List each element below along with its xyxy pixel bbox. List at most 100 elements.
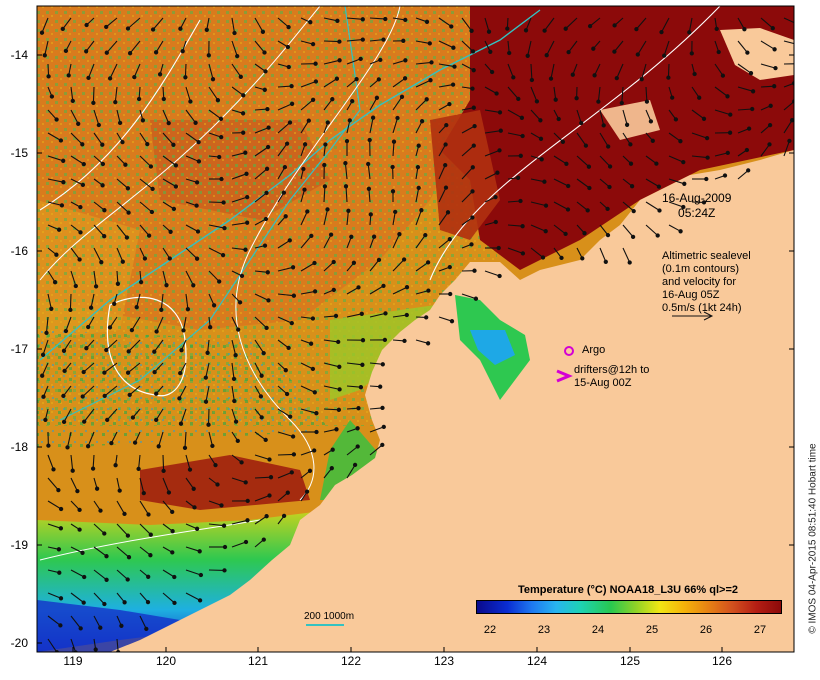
velocity-vector-head [265,144,271,150]
velocity-vector-head [705,155,710,160]
velocity-vector [231,362,235,379]
velocity-vector-head [534,99,540,104]
velocity-vector [346,464,356,479]
velocity-vector [622,201,635,212]
velocity-vector-head [259,373,264,378]
velocity-vector-head [61,348,67,353]
velocity-vector [369,97,378,111]
velocity-vector-head [54,117,59,122]
velocity-vector [152,17,164,30]
velocity-vector [645,86,648,102]
velocity-vector-head [722,173,728,178]
velocity-vector [392,77,406,88]
velocity-vector-head [288,414,293,419]
velocity-vector [116,500,125,515]
velocity-vector [116,247,124,262]
velocity-vector-head [750,89,756,94]
velocity-vector [87,63,95,79]
velocity-vector-head [102,234,107,239]
velocity-vector-head [283,368,288,373]
velocity-vector-head [612,49,617,54]
velocity-vector-head [86,75,91,81]
velocity-vector-head [142,256,148,261]
velocity-vector-head [383,311,388,316]
velocity-vector-head [80,142,85,147]
velocity-vector-head [601,123,606,128]
velocity-vector [254,17,264,33]
velocity-vector-head [84,22,89,28]
velocity-vector [231,385,235,402]
velocity-vector-head [63,48,69,54]
velocity-vector [645,224,659,236]
velocity-vector-head [156,444,161,449]
velocity-vector [300,290,316,295]
velocity-vector-head [281,190,287,195]
velocity-vector-head [746,126,752,131]
velocity-vector-head [516,96,521,102]
lat-label: -15 [10,146,28,160]
velocity-vector-head [129,327,135,333]
velocity-vector-head [159,307,164,312]
velocity-vector-head [70,98,75,104]
lon-label: 122 [340,654,362,668]
velocity-vector [231,222,248,226]
colorbar-tick: 26 [699,624,713,636]
velocity-vector-head [78,626,83,631]
velocity-vector [129,385,141,396]
velocity-vector-head [93,284,99,289]
velocity-vector-head [123,162,128,167]
velocity-vector [254,127,269,134]
velocity-vector-head [239,273,245,279]
velocity-vector-head [286,64,291,70]
velocity-vector-head [548,76,554,81]
velocity-vector [461,40,474,52]
velocity-vector [128,339,141,352]
velocity-vector-head [768,103,773,108]
velocity-vector-head [585,208,590,213]
velocity-vector-head [58,623,63,628]
velocity-vector-head [104,577,109,582]
velocity-vector [438,238,451,249]
velocity-vector [622,224,634,238]
velocity-vector-head [692,71,697,77]
velocity-vector [714,63,724,76]
velocity-vector-head [170,509,175,515]
velocity-vector-head [333,313,339,319]
velocity-vector [438,144,447,157]
velocity-vector-head [258,394,264,399]
velocity-vector-head [678,229,683,234]
image-date-label: 16-Aug-2009 05:24Z [662,191,731,221]
velocity-vector [346,385,361,388]
velocity-vector-head [262,50,267,55]
velocity-vector [136,293,141,308]
velocity-vector [576,178,590,189]
velocity-vector [344,163,348,180]
lon-label: 119 [63,654,83,668]
colorbar-tick: 23 [537,624,551,636]
velocity-vector [231,17,236,34]
velocity-vector-head [205,350,210,355]
velocity-vector-head [511,75,516,80]
velocity-vector [162,477,170,493]
velocity-vector-head [81,600,86,605]
velocity-vector [160,293,164,310]
velocity-vector-head [285,490,290,495]
velocity-vector [155,40,164,53]
velocity-vector-head [416,143,421,148]
velocity-vector [323,78,338,88]
velocity-vector [277,339,289,349]
velocity-vector-head [263,69,268,74]
velocity-vector-head [178,26,183,31]
velocity-vector-head [166,490,172,495]
velocity-vector [369,259,380,272]
velocity-vector-head [772,47,777,52]
velocity-vector [783,140,790,157]
velocity-vector [415,261,429,272]
velocity-vector-head [122,511,127,517]
velocity-vector [737,108,753,111]
velocity-vector-head [310,97,316,102]
velocity-vector [85,40,95,52]
velocity-vector-head [284,391,290,397]
velocity-vector [116,178,129,189]
velocity-vector-head [260,29,266,34]
